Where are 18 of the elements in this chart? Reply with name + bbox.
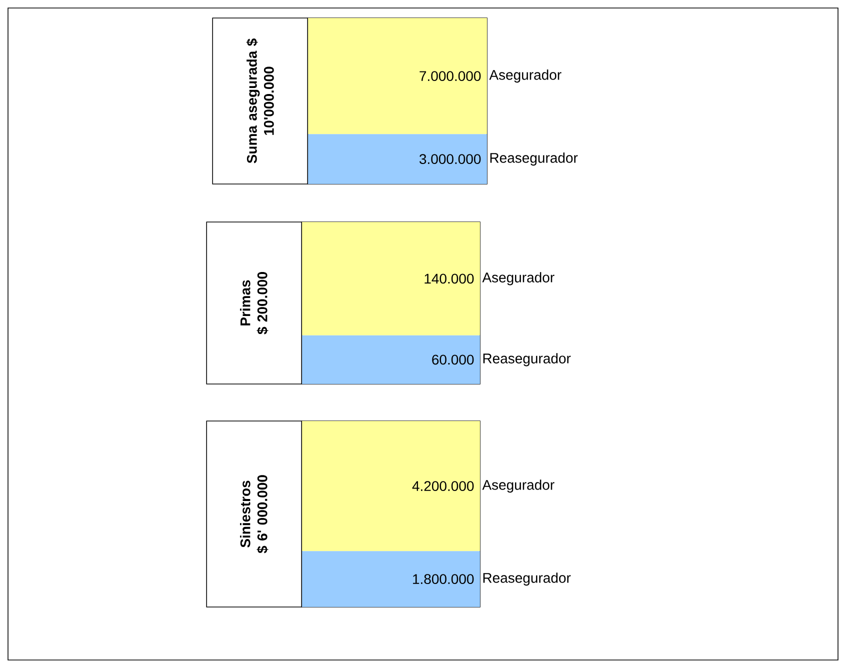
series-label: Asegurador [482, 272, 554, 286]
text: Primas [240, 280, 250, 326]
series-label: Reasegurador [483, 353, 571, 366]
series-label: Asegurador [482, 480, 554, 493]
text: Suma asegurada $ [246, 38, 260, 164]
data-label: 4.200.000 [412, 481, 474, 492]
data-label: 1.800.000 [413, 574, 474, 584]
series-label: Asegurador [489, 70, 562, 83]
text: $ 6' 000.000 [256, 475, 268, 554]
text: 10'000.000 [264, 66, 274, 135]
data-label: 3.000.000 [419, 154, 481, 164]
series-label: Reasegurador [483, 572, 571, 586]
data-label: 60.000 [432, 354, 474, 365]
series-label: Reasegurador [490, 152, 578, 166]
text: Siniestros [240, 480, 250, 548]
text: $ 200.000 [256, 272, 268, 334]
data-label: 140.000 [424, 274, 474, 284]
data-label: 7.000.000 [420, 71, 481, 82]
